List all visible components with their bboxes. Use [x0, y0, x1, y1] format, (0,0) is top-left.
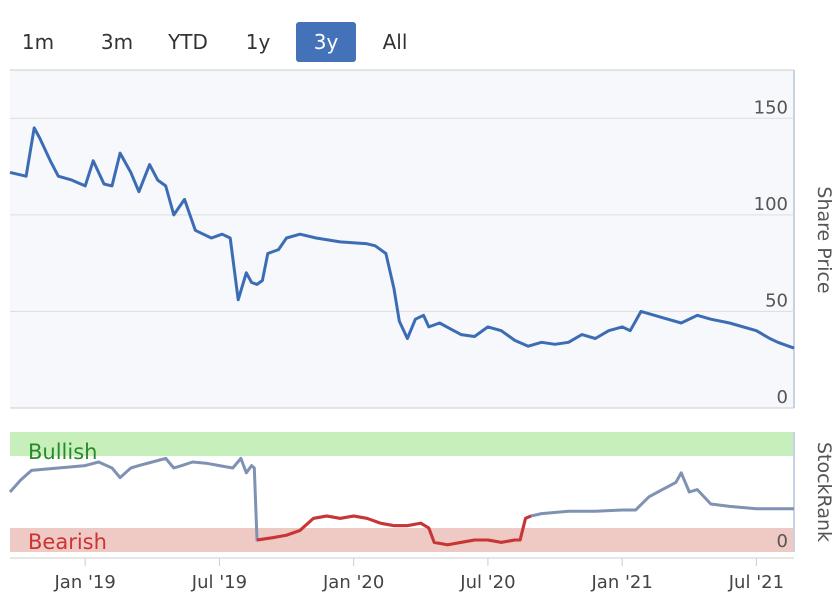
range-button-1m[interactable]: 1m — [21, 30, 55, 54]
x-tick-label: Jul '21 — [728, 572, 784, 593]
range-button-3y[interactable]: 3y — [296, 22, 356, 62]
price-plot-background — [10, 70, 794, 408]
range-button-1y[interactable]: 1y — [245, 30, 271, 54]
bullish-band — [10, 432, 794, 456]
bearish-band — [10, 528, 794, 552]
price-series-line — [9, 126, 795, 350]
price-y-axis-title: Share Price — [813, 186, 835, 293]
price-y-tick-50: 50 — [765, 290, 788, 311]
price-y-tick-labels: 0 50 100 150 — [754, 97, 788, 408]
range-button-all[interactable]: All — [382, 30, 408, 54]
range-button-ytd[interactable]: YTD — [168, 30, 208, 54]
stockrank-panel: Bullish Bearish 0 StockRank — [8, 432, 835, 554]
x-tick-label: Jan '19 — [54, 572, 116, 593]
stockrank-bearish-segment — [256, 514, 532, 547]
stockrank-y-tick-0: 0 — [777, 531, 788, 552]
price-panel: 0 50 100 150 Share Price — [9, 69, 835, 409]
x-tick-label: Jan '20 — [322, 572, 384, 593]
x-tick-label: Jan '21 — [591, 572, 653, 593]
range-button-3m[interactable]: 3m — [100, 30, 134, 54]
bearish-label: Bearish — [28, 530, 107, 554]
x-axis: Jan '19 Jul '19 Jan '20 Jul '20 Jan '21 Jul '… — [10, 557, 794, 593]
price-y-tick-100: 100 — [754, 194, 788, 215]
x-tick-label: Jul '19 — [191, 572, 247, 593]
stockrank-y-axis-title: StockRank — [813, 442, 835, 542]
x-tick-label: Jul '20 — [459, 572, 515, 593]
price-y-tick-150: 150 — [754, 97, 788, 118]
price-gridlines — [10, 117, 794, 312]
price-y-tick-0: 0 — [777, 387, 788, 408]
bullish-label: Bullish — [28, 440, 97, 464]
